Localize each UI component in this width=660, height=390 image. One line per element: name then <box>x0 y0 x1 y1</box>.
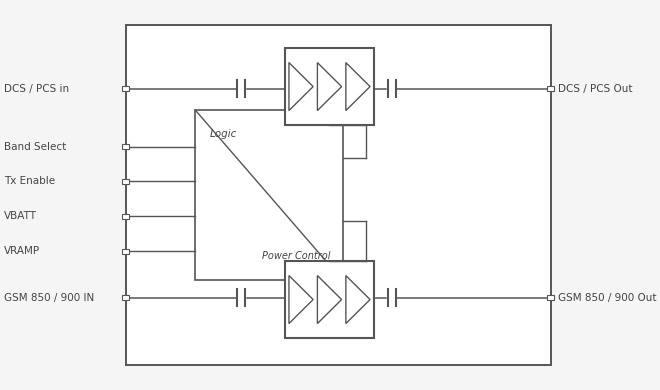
Polygon shape <box>317 276 342 324</box>
Text: GSM 850 / 900 Out: GSM 850 / 900 Out <box>558 292 656 303</box>
Text: GSM 850 / 900 IN: GSM 850 / 900 IN <box>4 292 94 303</box>
Bar <box>122 214 129 219</box>
Text: DCS / PCS Out: DCS / PCS Out <box>558 83 632 94</box>
Polygon shape <box>346 62 370 111</box>
Text: Tx Enable: Tx Enable <box>4 176 55 186</box>
Bar <box>284 48 374 125</box>
Bar <box>122 144 129 149</box>
Text: VBATT: VBATT <box>4 211 37 221</box>
Text: Power Control: Power Control <box>263 251 331 261</box>
Bar <box>547 295 554 300</box>
Text: Logic: Logic <box>209 129 237 139</box>
Text: VRAMP: VRAMP <box>4 246 40 256</box>
Bar <box>284 261 374 338</box>
Bar <box>547 86 554 91</box>
Bar <box>122 295 129 300</box>
Bar <box>122 86 129 91</box>
Polygon shape <box>289 62 313 111</box>
Bar <box>125 25 550 365</box>
Polygon shape <box>346 276 370 324</box>
Bar <box>195 110 343 280</box>
Text: DCS / PCS in: DCS / PCS in <box>4 83 69 94</box>
Bar <box>122 249 129 254</box>
Bar <box>122 179 129 184</box>
Text: Band Select: Band Select <box>4 142 67 152</box>
Polygon shape <box>289 276 313 324</box>
Polygon shape <box>317 62 342 111</box>
